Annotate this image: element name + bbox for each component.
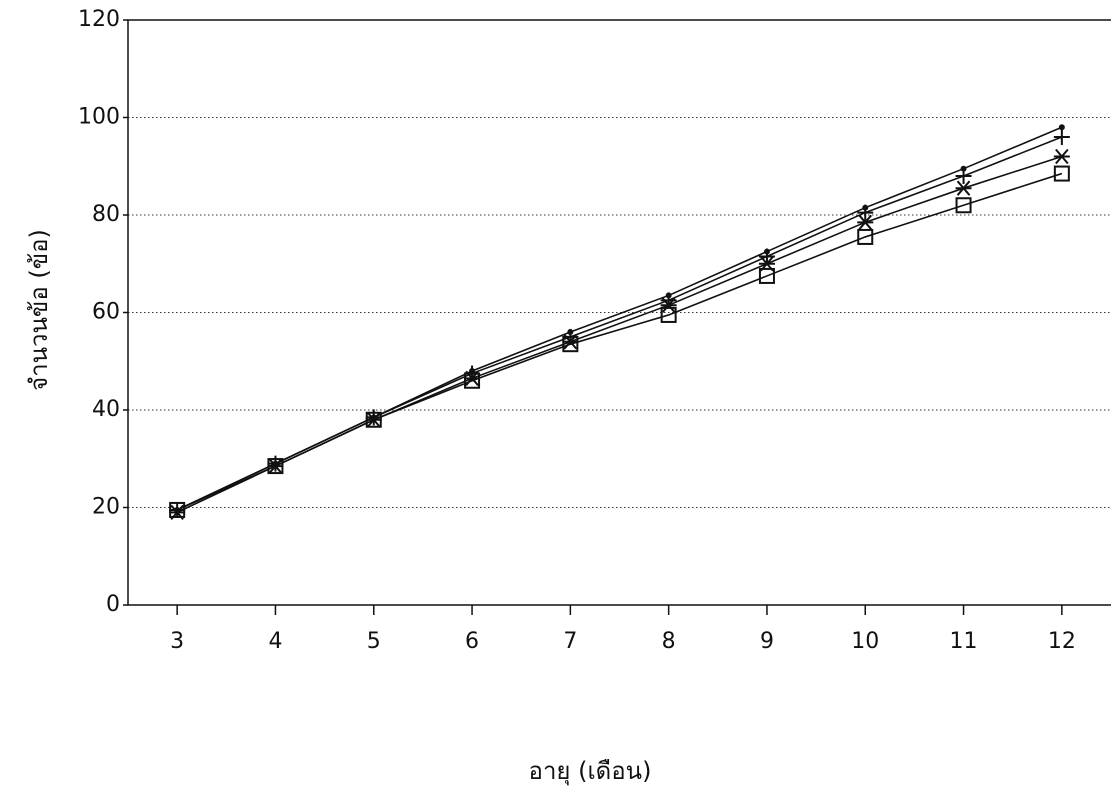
x-tick-label: 6: [465, 629, 479, 654]
x-tick-label: 5: [367, 629, 381, 654]
series-line: [177, 157, 1062, 513]
x-tick-label: 9: [760, 629, 774, 654]
x-axis-title: อายุ (เดือน): [529, 757, 652, 786]
page: {"chart_data": {"type": "line", "x_label…: [0, 0, 1112, 805]
data-point: [1054, 150, 1070, 164]
x-tick-label: 11: [950, 629, 978, 654]
data-point: [1054, 129, 1070, 145]
series-line: [177, 174, 1062, 510]
y-tick-label: 60: [92, 300, 120, 325]
marker-asterisk: [1054, 150, 1070, 164]
marker-plus: [1054, 129, 1070, 145]
y-tick-label: 100: [78, 105, 120, 130]
x-tick-label: 3: [170, 629, 184, 654]
x-tick-label: 7: [563, 629, 577, 654]
y-tick-label: 120: [78, 7, 120, 32]
y-axis-title: จำนวนข้อ (ข้อ): [25, 229, 53, 391]
y-tick-label: 40: [92, 397, 120, 422]
y-tick-label: 20: [92, 495, 120, 520]
plot-frame: [128, 20, 1111, 605]
x-tick-label: 8: [662, 629, 676, 654]
marker-plus: [857, 205, 873, 221]
x-tick-label: 12: [1048, 629, 1076, 654]
x-tick-label: 10: [851, 629, 879, 654]
y-tick-label: 0: [106, 592, 120, 617]
data-point: [857, 205, 873, 221]
x-tick-label: 4: [268, 629, 282, 654]
y-tick-label: 80: [92, 202, 120, 227]
chart: อายุ (เดือน) จำนวนข้อ (ข้อ) 0 20 40 60 80 100…: [0, 0, 1112, 805]
